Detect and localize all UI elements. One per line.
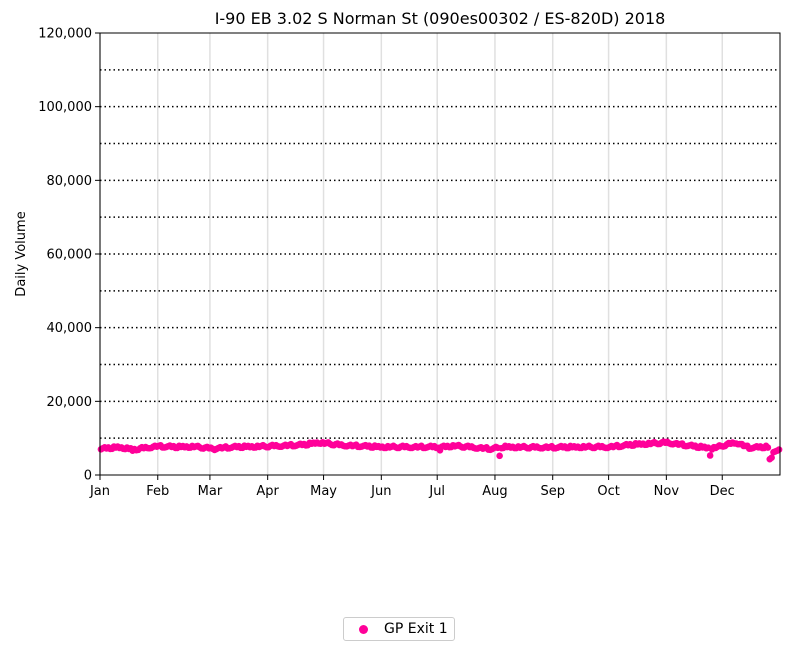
x-tick-label: Apr bbox=[256, 484, 279, 499]
y-tick-label: 40,000 bbox=[47, 321, 93, 336]
data-points bbox=[97, 438, 783, 463]
x-tick-label: Nov bbox=[654, 484, 680, 499]
y-tick-label: 0 bbox=[84, 469, 92, 484]
x-tick-label: Oct bbox=[597, 484, 619, 499]
data-point bbox=[706, 452, 714, 459]
x-tick-label: Jul bbox=[428, 484, 445, 499]
legend-marker-icon bbox=[359, 624, 368, 634]
y-tick-label: 20,000 bbox=[47, 395, 93, 410]
y-tick-label: 60,000 bbox=[47, 248, 93, 263]
plot-frame bbox=[99, 32, 781, 476]
data-point bbox=[775, 446, 783, 453]
x-axis-ticks: Jan Feb Mar Apr May Jun Jul Aug Sep Oct Nov Dec bbox=[89, 475, 735, 499]
x-tick-label: May bbox=[310, 484, 337, 499]
y-tick-label: 120,000 bbox=[38, 27, 92, 42]
x-tick-label: Feb bbox=[146, 484, 169, 499]
data-point bbox=[496, 452, 503, 460]
y-tick-label: 80,000 bbox=[47, 174, 93, 189]
x-tick-label: Jan bbox=[89, 484, 110, 499]
y-axis-ticks: 0 20,000 40,000 60,000 80,000 100,000 120,000 bbox=[38, 27, 100, 484]
data-point bbox=[764, 444, 772, 451]
legend: GP Exit 1 bbox=[343, 617, 455, 641]
y-tick-label: 100,000 bbox=[38, 100, 92, 115]
horizontal-grid bbox=[100, 69, 780, 439]
x-tick-label: Aug bbox=[482, 484, 507, 499]
x-tick-label: Mar bbox=[198, 484, 223, 499]
chart-title: I-90 EB 3.02 S Norman St (090es00302 / E… bbox=[215, 9, 666, 28]
x-tick-label: Sep bbox=[540, 484, 565, 499]
x-tick-label: Dec bbox=[710, 484, 735, 499]
legend-label: GP Exit 1 bbox=[384, 621, 448, 637]
y-axis-label: Daily Volume bbox=[14, 211, 29, 296]
data-point bbox=[768, 454, 775, 461]
x-tick-label: Jun bbox=[370, 484, 391, 499]
